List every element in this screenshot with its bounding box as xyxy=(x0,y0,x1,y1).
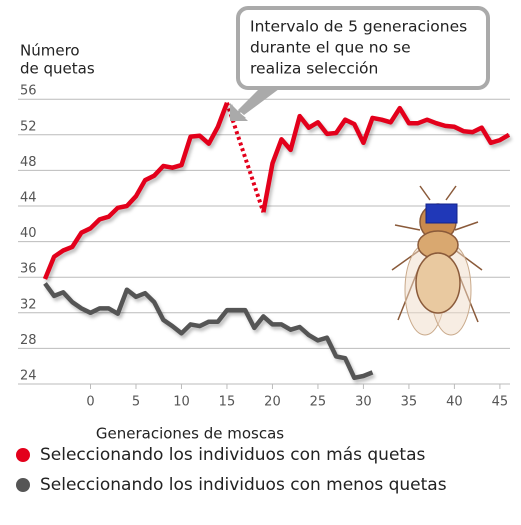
annotation-text: Intervalo de 5 generaciones xyxy=(250,18,467,36)
annotation-arrow xyxy=(238,86,283,115)
y-tick-label: 32 xyxy=(20,297,37,312)
x-axis-label: Generaciones de moscas xyxy=(96,425,284,443)
y-tick-label: 52 xyxy=(20,119,37,134)
x-tick-label: 30 xyxy=(355,395,372,410)
x-tick-label: 10 xyxy=(173,395,190,410)
y-axis-label: Número xyxy=(20,42,80,60)
chart: Número de quetas Generaciones de moscas … xyxy=(0,0,521,521)
y-tick-label: 40 xyxy=(20,226,37,241)
annotation-text: realiza selección xyxy=(250,60,378,78)
y-tick-label: 44 xyxy=(20,191,37,206)
y-tick-label: 28 xyxy=(20,333,37,348)
x-tick-label: 40 xyxy=(446,395,463,410)
y-tick-label: 48 xyxy=(20,155,37,170)
x-tick-label: 25 xyxy=(310,395,327,410)
x-tick-label: 35 xyxy=(401,395,418,410)
legend-label: Seleccionando los individuos con más que… xyxy=(40,445,425,465)
x-tick-label: 5 xyxy=(132,395,140,410)
legend-marker xyxy=(16,448,30,462)
y-tick-label: 24 xyxy=(20,369,37,384)
series-line xyxy=(45,283,373,377)
annotation: Intervalo de 5 generaciones durante el q… xyxy=(230,8,488,121)
legend: Seleccionando los individuos con más que… xyxy=(16,445,447,495)
y-tick-label: 56 xyxy=(20,84,37,99)
y-tick-label: 36 xyxy=(20,262,37,277)
x-tick-label: 45 xyxy=(492,395,509,410)
y-axis-label: de quetas xyxy=(20,60,95,78)
x-tick-label: 15 xyxy=(219,395,236,410)
legend-label: Seleccionando los individuos con menos q… xyxy=(40,475,447,495)
annotation-text: durante el que no se xyxy=(250,39,411,57)
legend-marker xyxy=(16,478,30,492)
x-tick-label: 0 xyxy=(86,395,94,410)
x-tick-label: 20 xyxy=(264,395,281,410)
